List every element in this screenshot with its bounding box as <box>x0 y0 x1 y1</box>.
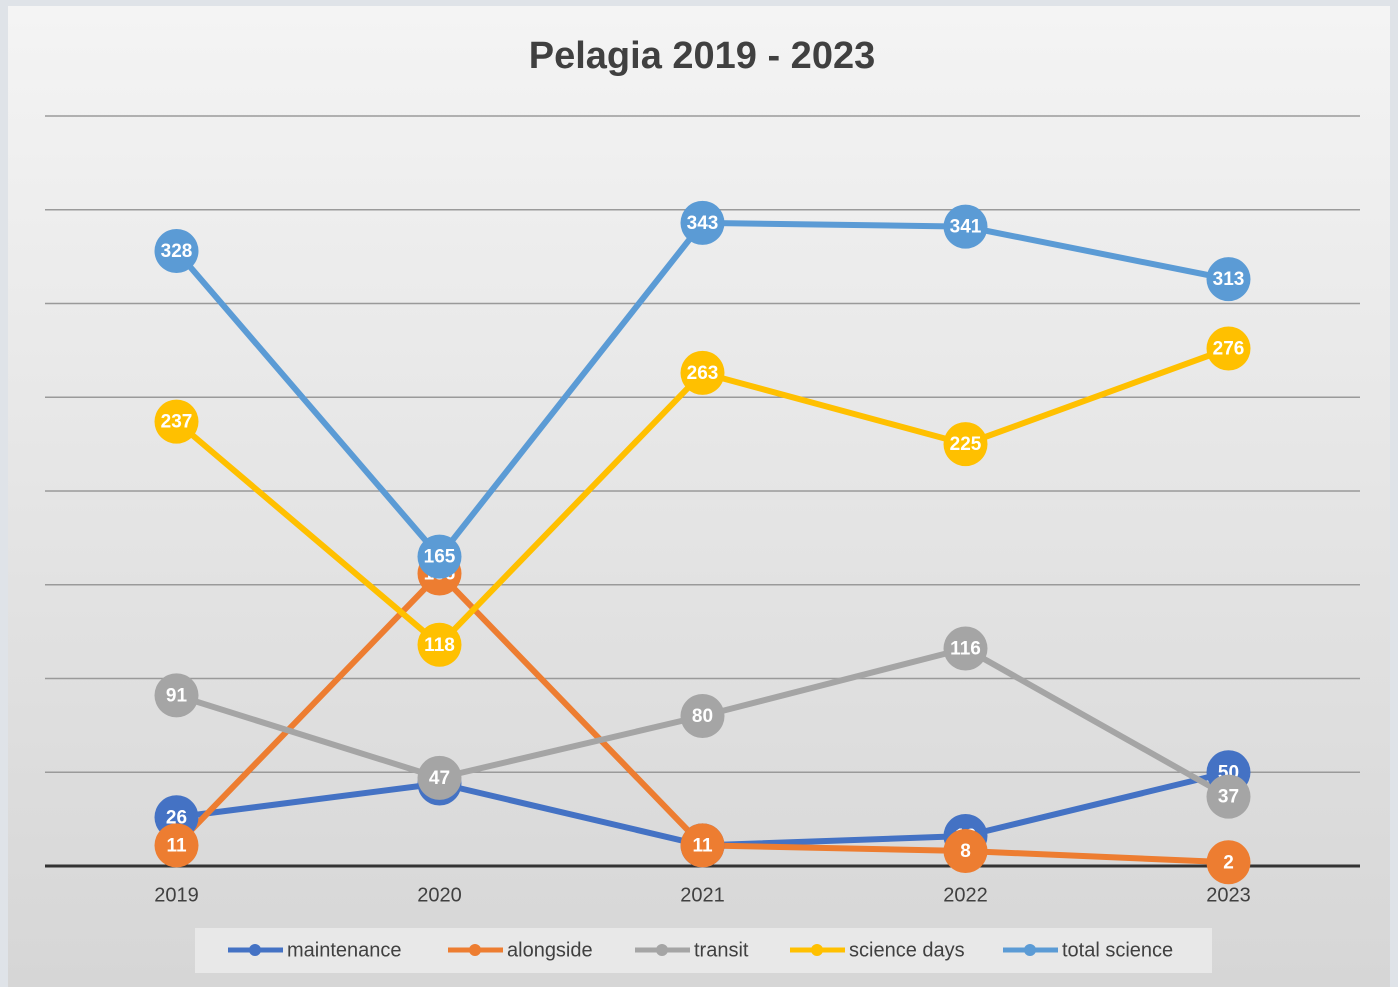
x-tick-label: 2022 <box>943 884 988 906</box>
chart: Pelagia 2019 - 2023 2019 2020 2021 2022 2023… <box>0 0 1398 987</box>
data-label: 116 <box>950 639 981 660</box>
data-label: 165 <box>424 547 456 568</box>
data-label: 11 <box>166 835 187 856</box>
data-label: 328 <box>161 241 193 262</box>
legend-swatch-marker <box>1024 944 1036 956</box>
legend-swatch-marker <box>469 944 481 956</box>
data-label: 225 <box>950 434 982 455</box>
data-label: 80 <box>692 706 713 727</box>
legend-label: maintenance <box>287 939 402 961</box>
data-label: 8 <box>960 841 971 862</box>
legend-label: total science <box>1062 939 1173 961</box>
chart-title: Pelagia 2019 - 2023 <box>529 35 875 77</box>
data-label: 341 <box>950 217 982 238</box>
legend-label: science days <box>849 939 965 961</box>
data-label: 47 <box>429 768 450 789</box>
data-label: 91 <box>166 685 188 706</box>
x-tick-label: 2023 <box>1206 884 1251 906</box>
x-tick-label: 2021 <box>680 884 725 906</box>
data-label: 37 <box>1218 787 1239 808</box>
legend-swatch-marker <box>249 944 261 956</box>
data-label: 237 <box>161 412 193 433</box>
legend-label: transit <box>694 939 749 961</box>
legend-swatch-marker <box>811 944 823 956</box>
x-tick-label: 2019 <box>154 884 199 906</box>
data-label: 263 <box>687 363 719 384</box>
data-label: 118 <box>424 635 455 656</box>
data-label: 313 <box>1213 269 1245 290</box>
data-label: 343 <box>687 213 719 234</box>
legend-swatch-marker <box>656 944 668 956</box>
x-tick-label: 2020 <box>417 884 462 906</box>
legend-label: alongside <box>507 939 593 961</box>
data-label: 276 <box>1213 339 1245 360</box>
page: Pelagia 2019 - 2023 2019 2020 2021 2022 2023… <box>0 0 1398 987</box>
data-label: 11 <box>692 835 713 856</box>
data-label: 2 <box>1223 852 1234 873</box>
